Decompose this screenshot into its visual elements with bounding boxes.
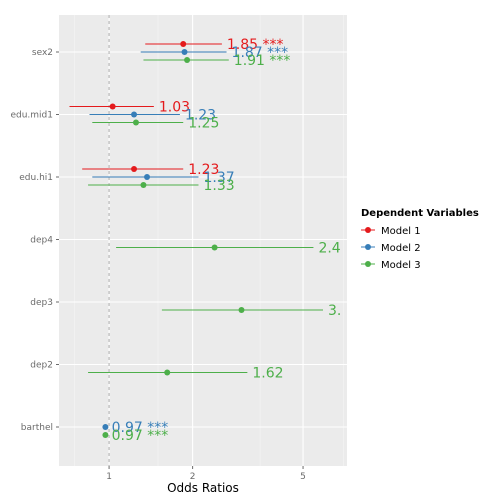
legend: Dependent Variables Model 1 Model 2 Model 3: [361, 208, 479, 271]
point-model-1: [109, 103, 116, 110]
value-label: 1.87 ***: [232, 45, 289, 61]
legend-key-point: [365, 244, 371, 250]
series-marks: [69, 41, 324, 438]
y-tick-label: dep2: [30, 361, 53, 371]
y-tick-label: edu.hi1: [19, 173, 53, 183]
value-label: 1.23: [185, 108, 216, 124]
panel-background: [59, 15, 347, 466]
point-model-2: [144, 174, 151, 180]
value-label: 1.33: [203, 178, 234, 194]
value-labels: 1.85 ***1.031.231.87 ***1.231.370.97 ***…: [112, 37, 342, 444]
plot-panel: [59, 15, 347, 466]
value-label: 0.97 ***: [112, 420, 169, 436]
y-tick-label: sex2: [32, 48, 53, 58]
y-tick-label: barthel: [21, 423, 53, 433]
y-tick-label: dep4: [30, 236, 53, 246]
legend-item-label: Model 3: [381, 260, 421, 271]
point-model-1: [131, 166, 138, 172]
value-label: 1.85 ***: [227, 37, 284, 53]
point-model-2: [181, 49, 188, 55]
y-tick-label: edu.mid1: [10, 111, 53, 121]
grid-lines: [59, 15, 347, 466]
point-model-2: [131, 111, 138, 118]
value-label: 1.37: [203, 170, 234, 186]
value-label: 1.62: [252, 366, 283, 382]
legend-item-label: Model 1: [381, 226, 421, 237]
point-model-3: [211, 244, 218, 251]
value-label: 1.03: [159, 100, 190, 116]
value-label: 1.91 ***: [234, 53, 291, 69]
value-label: 1.25: [188, 116, 219, 132]
value-label: 3.: [328, 303, 341, 319]
point-model-3: [132, 119, 139, 126]
legend-key-point: [365, 261, 371, 267]
legend-title: Dependent Variables: [361, 208, 479, 219]
x-tick-label: 2: [190, 472, 196, 482]
point-model-3: [164, 369, 171, 376]
plot-marks: 1.85 ***1.031.231.87 ***1.231.370.97 ***…: [69, 37, 341, 444]
x-tick-label: 1: [106, 472, 112, 482]
x-axis-label: Odds Ratios: [167, 481, 239, 495]
value-label: 0.97 ***: [112, 428, 169, 444]
legend-key-point: [365, 227, 371, 233]
point-model-3: [140, 182, 147, 188]
point-model-3: [184, 57, 191, 63]
axes: sex2 edu.mid1 edu.hi1 dep4 dep3 dep2 barthel 1 2…: [10, 48, 305, 482]
point-model-1: [180, 41, 187, 47]
point-model-2: [102, 424, 109, 430]
value-label: 1.23: [188, 162, 219, 178]
y-tick-label: dep3: [30, 298, 53, 308]
point-model-3: [102, 432, 109, 438]
point-model-3: [238, 307, 245, 313]
value-label: 2.4: [318, 241, 340, 257]
legend-item-label: Model 2: [381, 243, 421, 254]
x-tick-label: 5: [300, 472, 306, 482]
